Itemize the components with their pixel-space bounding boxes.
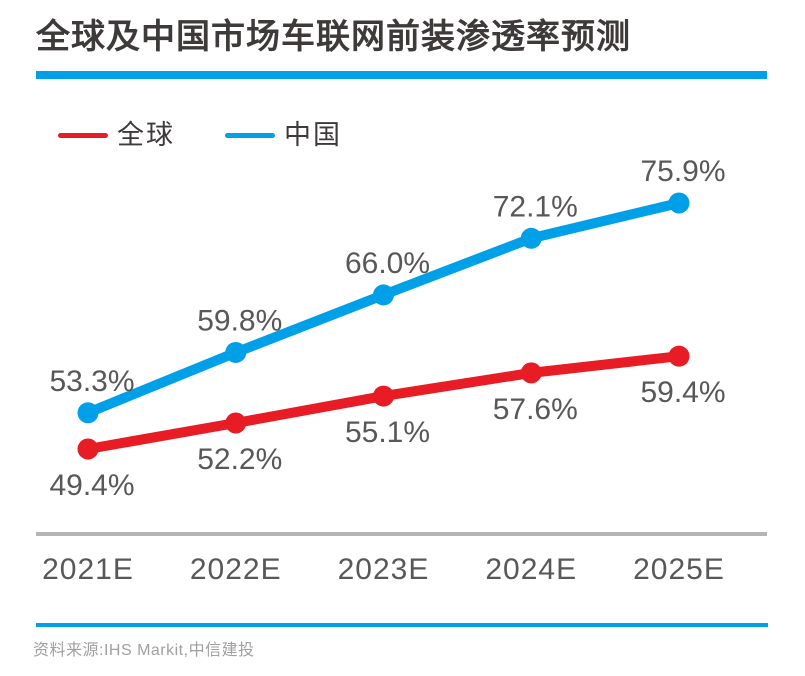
x-axis-label-0: 2021E xyxy=(42,553,134,586)
legend-label-china: 中国 xyxy=(284,120,342,150)
data-label-0-2: 55.1% xyxy=(345,416,430,449)
data-label-0-4: 59.4% xyxy=(640,376,725,409)
x-axis-label-1: 2022E xyxy=(189,553,282,586)
x-axis-rule xyxy=(36,532,767,536)
data-label-1-1: 59.8% xyxy=(197,304,282,337)
data-label-0-1: 52.2% xyxy=(197,443,282,476)
title-accent-rule xyxy=(36,71,767,79)
data-label-0-0: 49.4% xyxy=(49,469,134,502)
legend-swatch-china xyxy=(225,133,275,138)
legend-swatch-global xyxy=(58,133,108,138)
source-note: 资料来源:IHS Markit,中信建投 xyxy=(33,642,255,659)
data-point-0-1 xyxy=(225,412,247,434)
data-label-1-0: 53.3% xyxy=(49,365,134,398)
series-line-1 xyxy=(83,198,684,418)
data-point-1-2 xyxy=(373,284,394,306)
legend-item-china: 中国 xyxy=(225,122,342,149)
data-point-1-1 xyxy=(225,341,247,363)
chart-title: 全球及中国市场车联网前装渗透率预测 xyxy=(36,18,631,56)
data-point-0-2 xyxy=(373,385,394,407)
x-axis-label-2: 2023E xyxy=(337,553,430,586)
data-label-1-4: 75.9% xyxy=(640,155,725,188)
data-point-0-3 xyxy=(520,362,542,384)
data-point-1-4 xyxy=(668,192,690,214)
data-label-1-3: 72.1% xyxy=(493,190,578,223)
data-point-1-3 xyxy=(520,227,542,249)
x-axis: 2021E 2022E 2023E 2024E 2025E xyxy=(0,553,805,587)
legend: 全球 中国 xyxy=(58,122,342,149)
data-label-1-2: 66.0% xyxy=(345,247,430,280)
data-point-0-0 xyxy=(77,438,99,460)
footer-accent-rule xyxy=(36,623,768,627)
x-axis-label-3: 2024E xyxy=(485,553,578,586)
data-point-0-4 xyxy=(668,345,690,367)
legend-label-global: 全球 xyxy=(117,120,175,150)
data-point-1-0 xyxy=(77,402,99,424)
legend-item-global: 全球 xyxy=(58,122,175,149)
data-label-0-3: 57.6% xyxy=(493,393,578,426)
x-axis-label-4: 2025E xyxy=(633,553,725,586)
